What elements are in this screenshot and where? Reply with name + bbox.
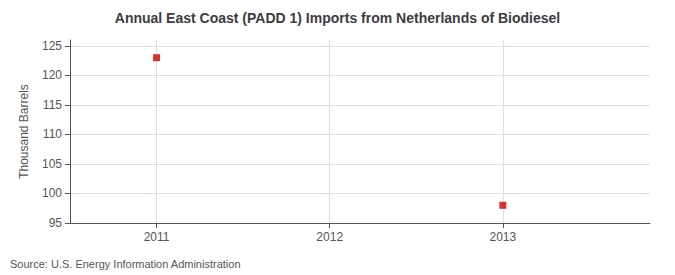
svg-text:110: 110 [43, 127, 62, 141]
svg-text:2011: 2011 [144, 230, 170, 244]
svg-text:120: 120 [42, 68, 62, 82]
svg-text:100: 100 [42, 186, 62, 200]
svg-text:2013: 2013 [489, 230, 516, 244]
svg-text:95: 95 [49, 216, 63, 230]
svg-text:Thousand Barrels: Thousand Barrels [17, 84, 31, 179]
svg-text:125: 125 [42, 39, 62, 53]
svg-text:115: 115 [43, 98, 62, 112]
svg-text:2012: 2012 [316, 230, 343, 244]
svg-text:Source: U.S. Energy Informatio: Source: U.S. Energy Information Administ… [10, 258, 241, 270]
svg-text:Annual East Coast (PADD 1) Imp: Annual East Coast (PADD 1) Imports from … [115, 10, 560, 26]
svg-text:105: 105 [42, 157, 62, 171]
